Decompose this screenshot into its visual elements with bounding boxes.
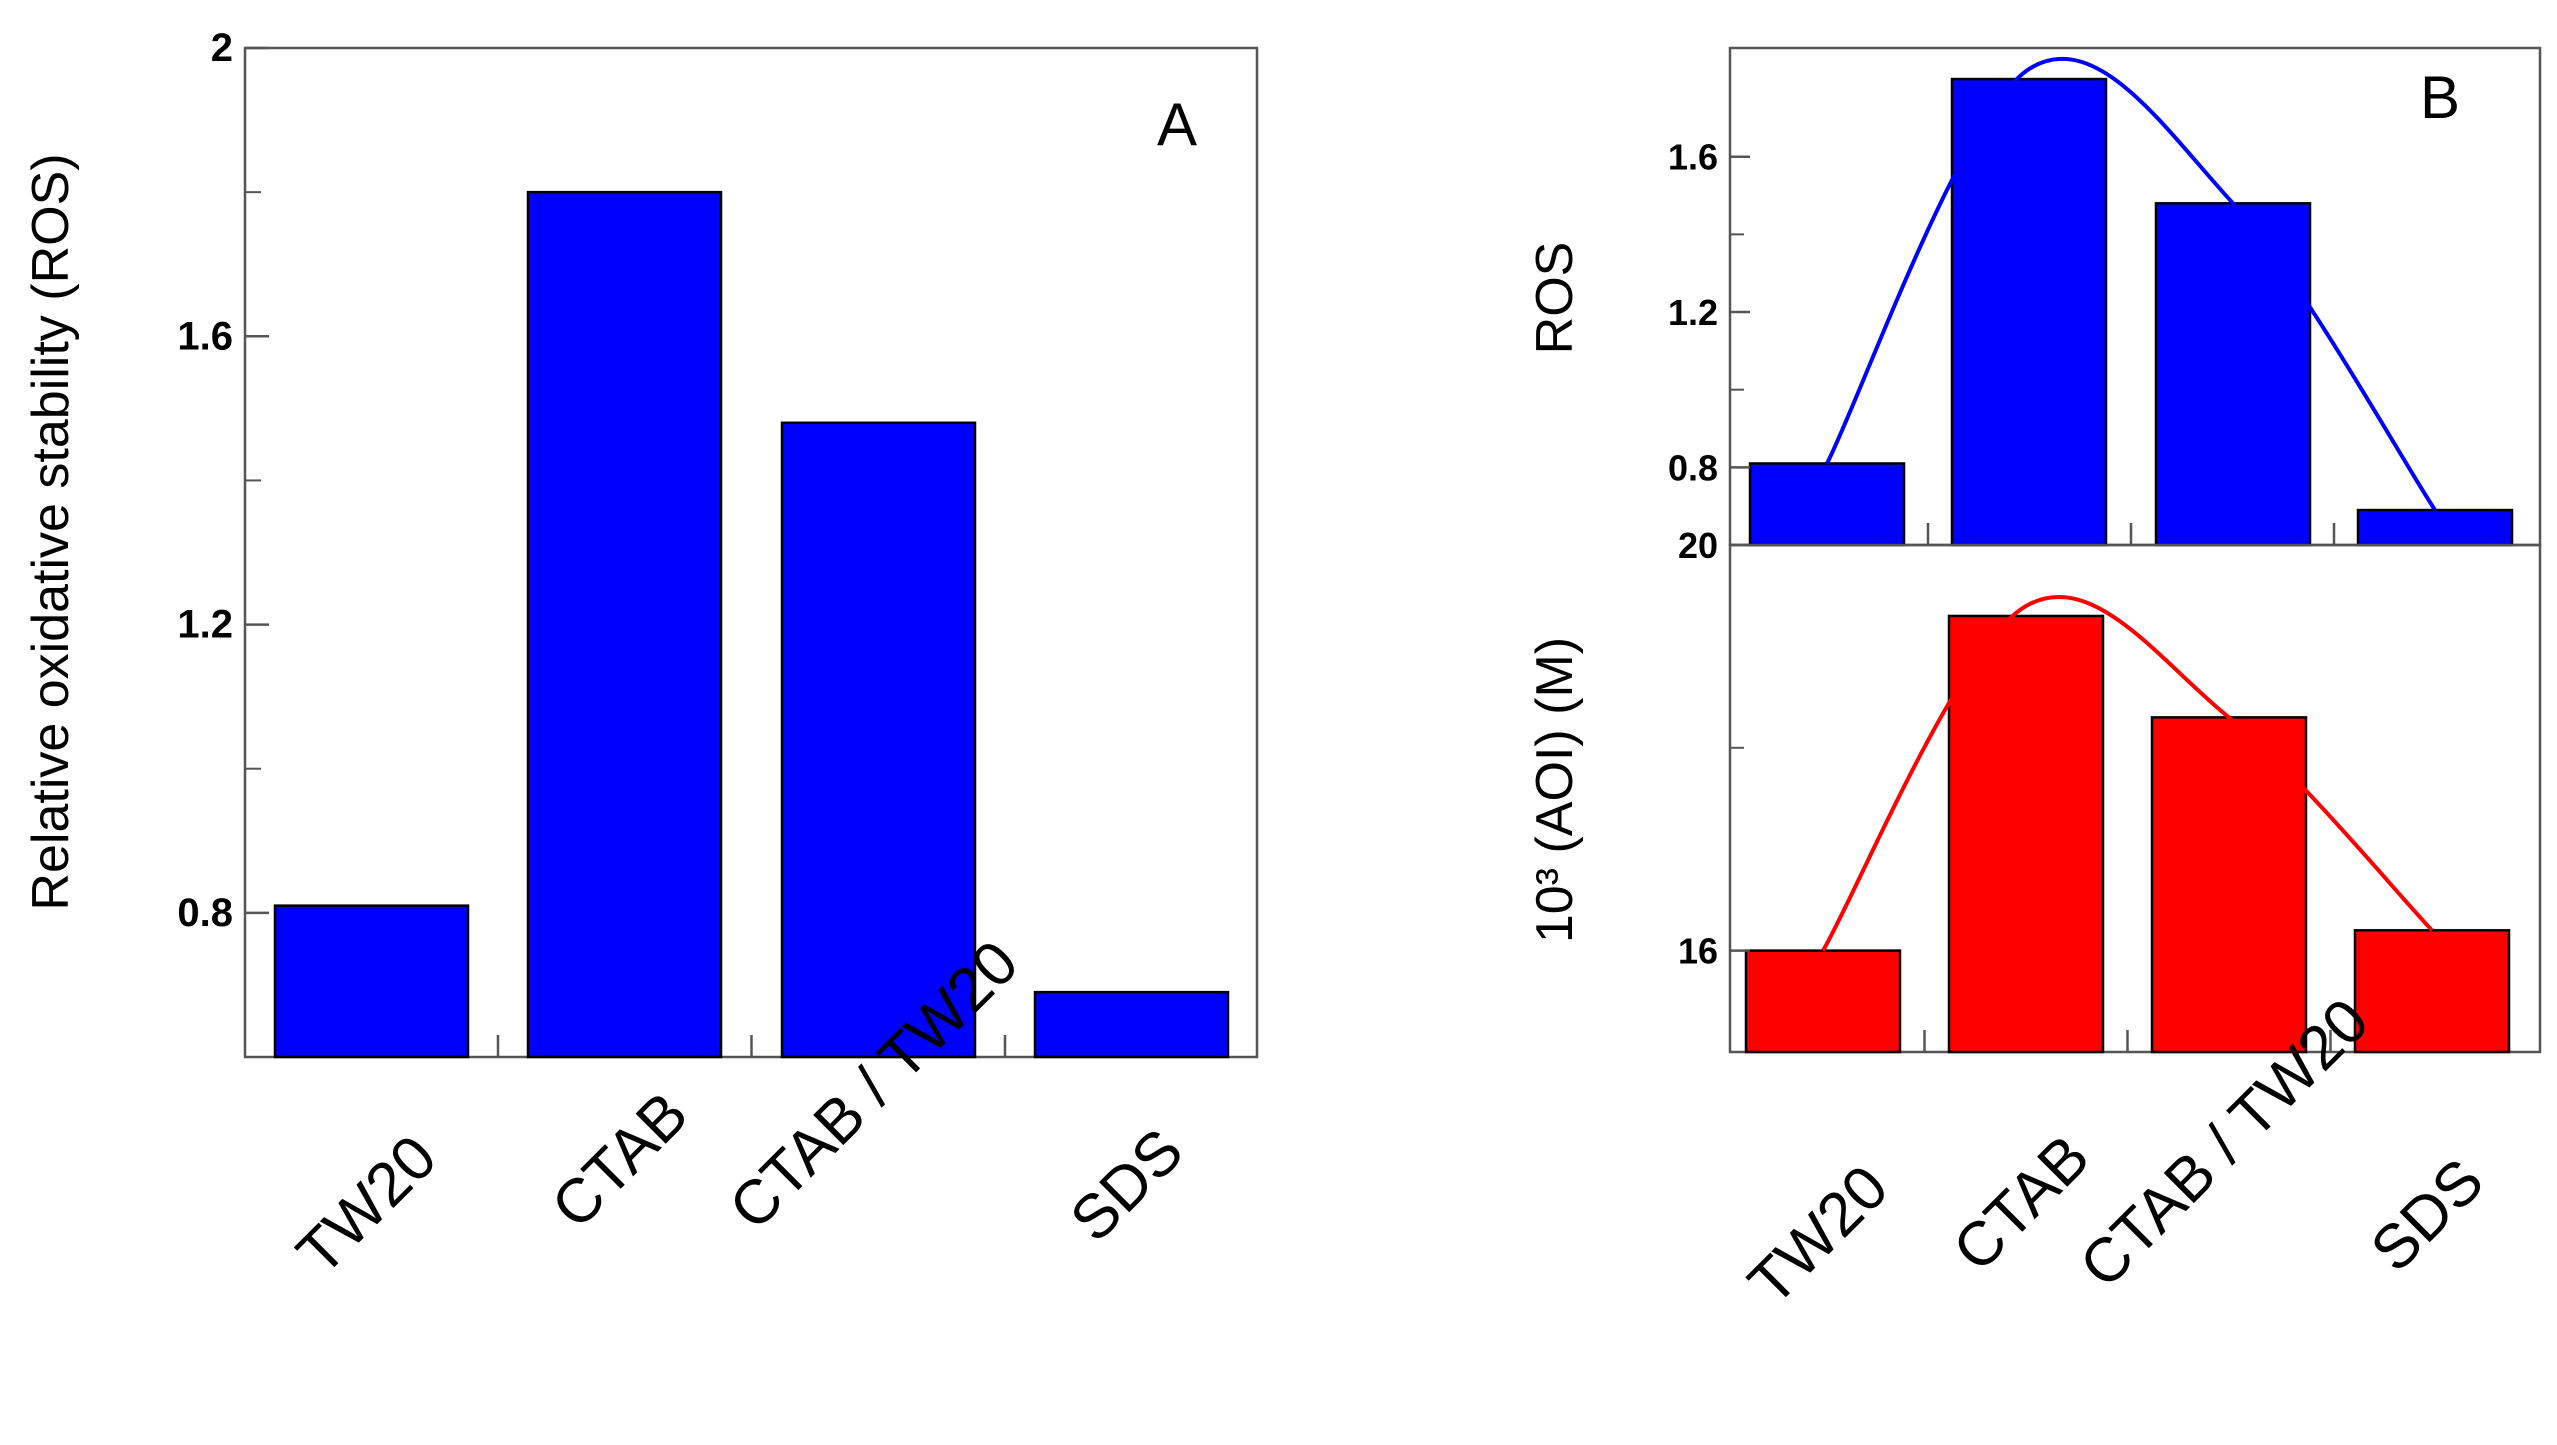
- y-tick-label-b-bottom-0: 16: [1678, 931, 1718, 972]
- x-category-label-a-3: SDS: [1058, 1116, 1197, 1255]
- bar-b-bottom-3: [2353, 929, 2511, 1054]
- x-category-label-a-0: TW20: [284, 1123, 450, 1289]
- y-tick-label-a-2: 1.6: [177, 314, 233, 358]
- bar-b-bottom-1: [1947, 614, 2105, 1054]
- bar-b-top-2: [2154, 202, 2312, 547]
- panel-label-b-top: B: [2420, 64, 2460, 131]
- fit-curve-b-bottom: [1821, 595, 2434, 952]
- y-tick-label-b-top-1: 1.2: [1668, 292, 1718, 333]
- y-tick-label-b-top-2: 1.6: [1668, 137, 1718, 178]
- y-tick-label-b-bottom-1: 20: [1678, 525, 1718, 566]
- bar-b-top-0: [1748, 462, 1906, 547]
- plot-frame-b-bottom: [1728, 543, 2542, 1054]
- bar-a-0: [273, 904, 470, 1059]
- y-tick-label-a-1: 1.2: [177, 603, 233, 647]
- y-tick-label-a-0: 0.8: [177, 891, 233, 935]
- x-category-label-b-0: TW20: [1736, 1153, 1902, 1319]
- bar-b-top-1: [1950, 77, 2108, 547]
- y-tick-label-a-3: 2: [211, 26, 233, 70]
- bar-b-bottom-2: [2150, 716, 2308, 1054]
- x-category-label-a-1: CTAB: [539, 1079, 701, 1241]
- bar-a-2: [780, 421, 977, 1059]
- bar-a-3: [1033, 990, 1230, 1059]
- bar-a-1: [526, 190, 723, 1059]
- y-tick-label-b-top-0: 0.8: [1668, 447, 1718, 488]
- y-axis-title-b-bottom: 10³ (AOI) (M): [1526, 637, 1584, 943]
- bar-b-top-3: [2356, 508, 2514, 547]
- panel-label-a: A: [1157, 91, 1197, 158]
- fit-curve-b-top: [1825, 56, 2437, 512]
- y-axis-title-b-top: ROS: [1526, 242, 1584, 355]
- bar-b-bottom-0: [1744, 949, 1902, 1054]
- y-axis-title-a: Relative oxidative stability (ROS): [22, 153, 80, 910]
- x-category-label-b-3: SDS: [2358, 1146, 2497, 1285]
